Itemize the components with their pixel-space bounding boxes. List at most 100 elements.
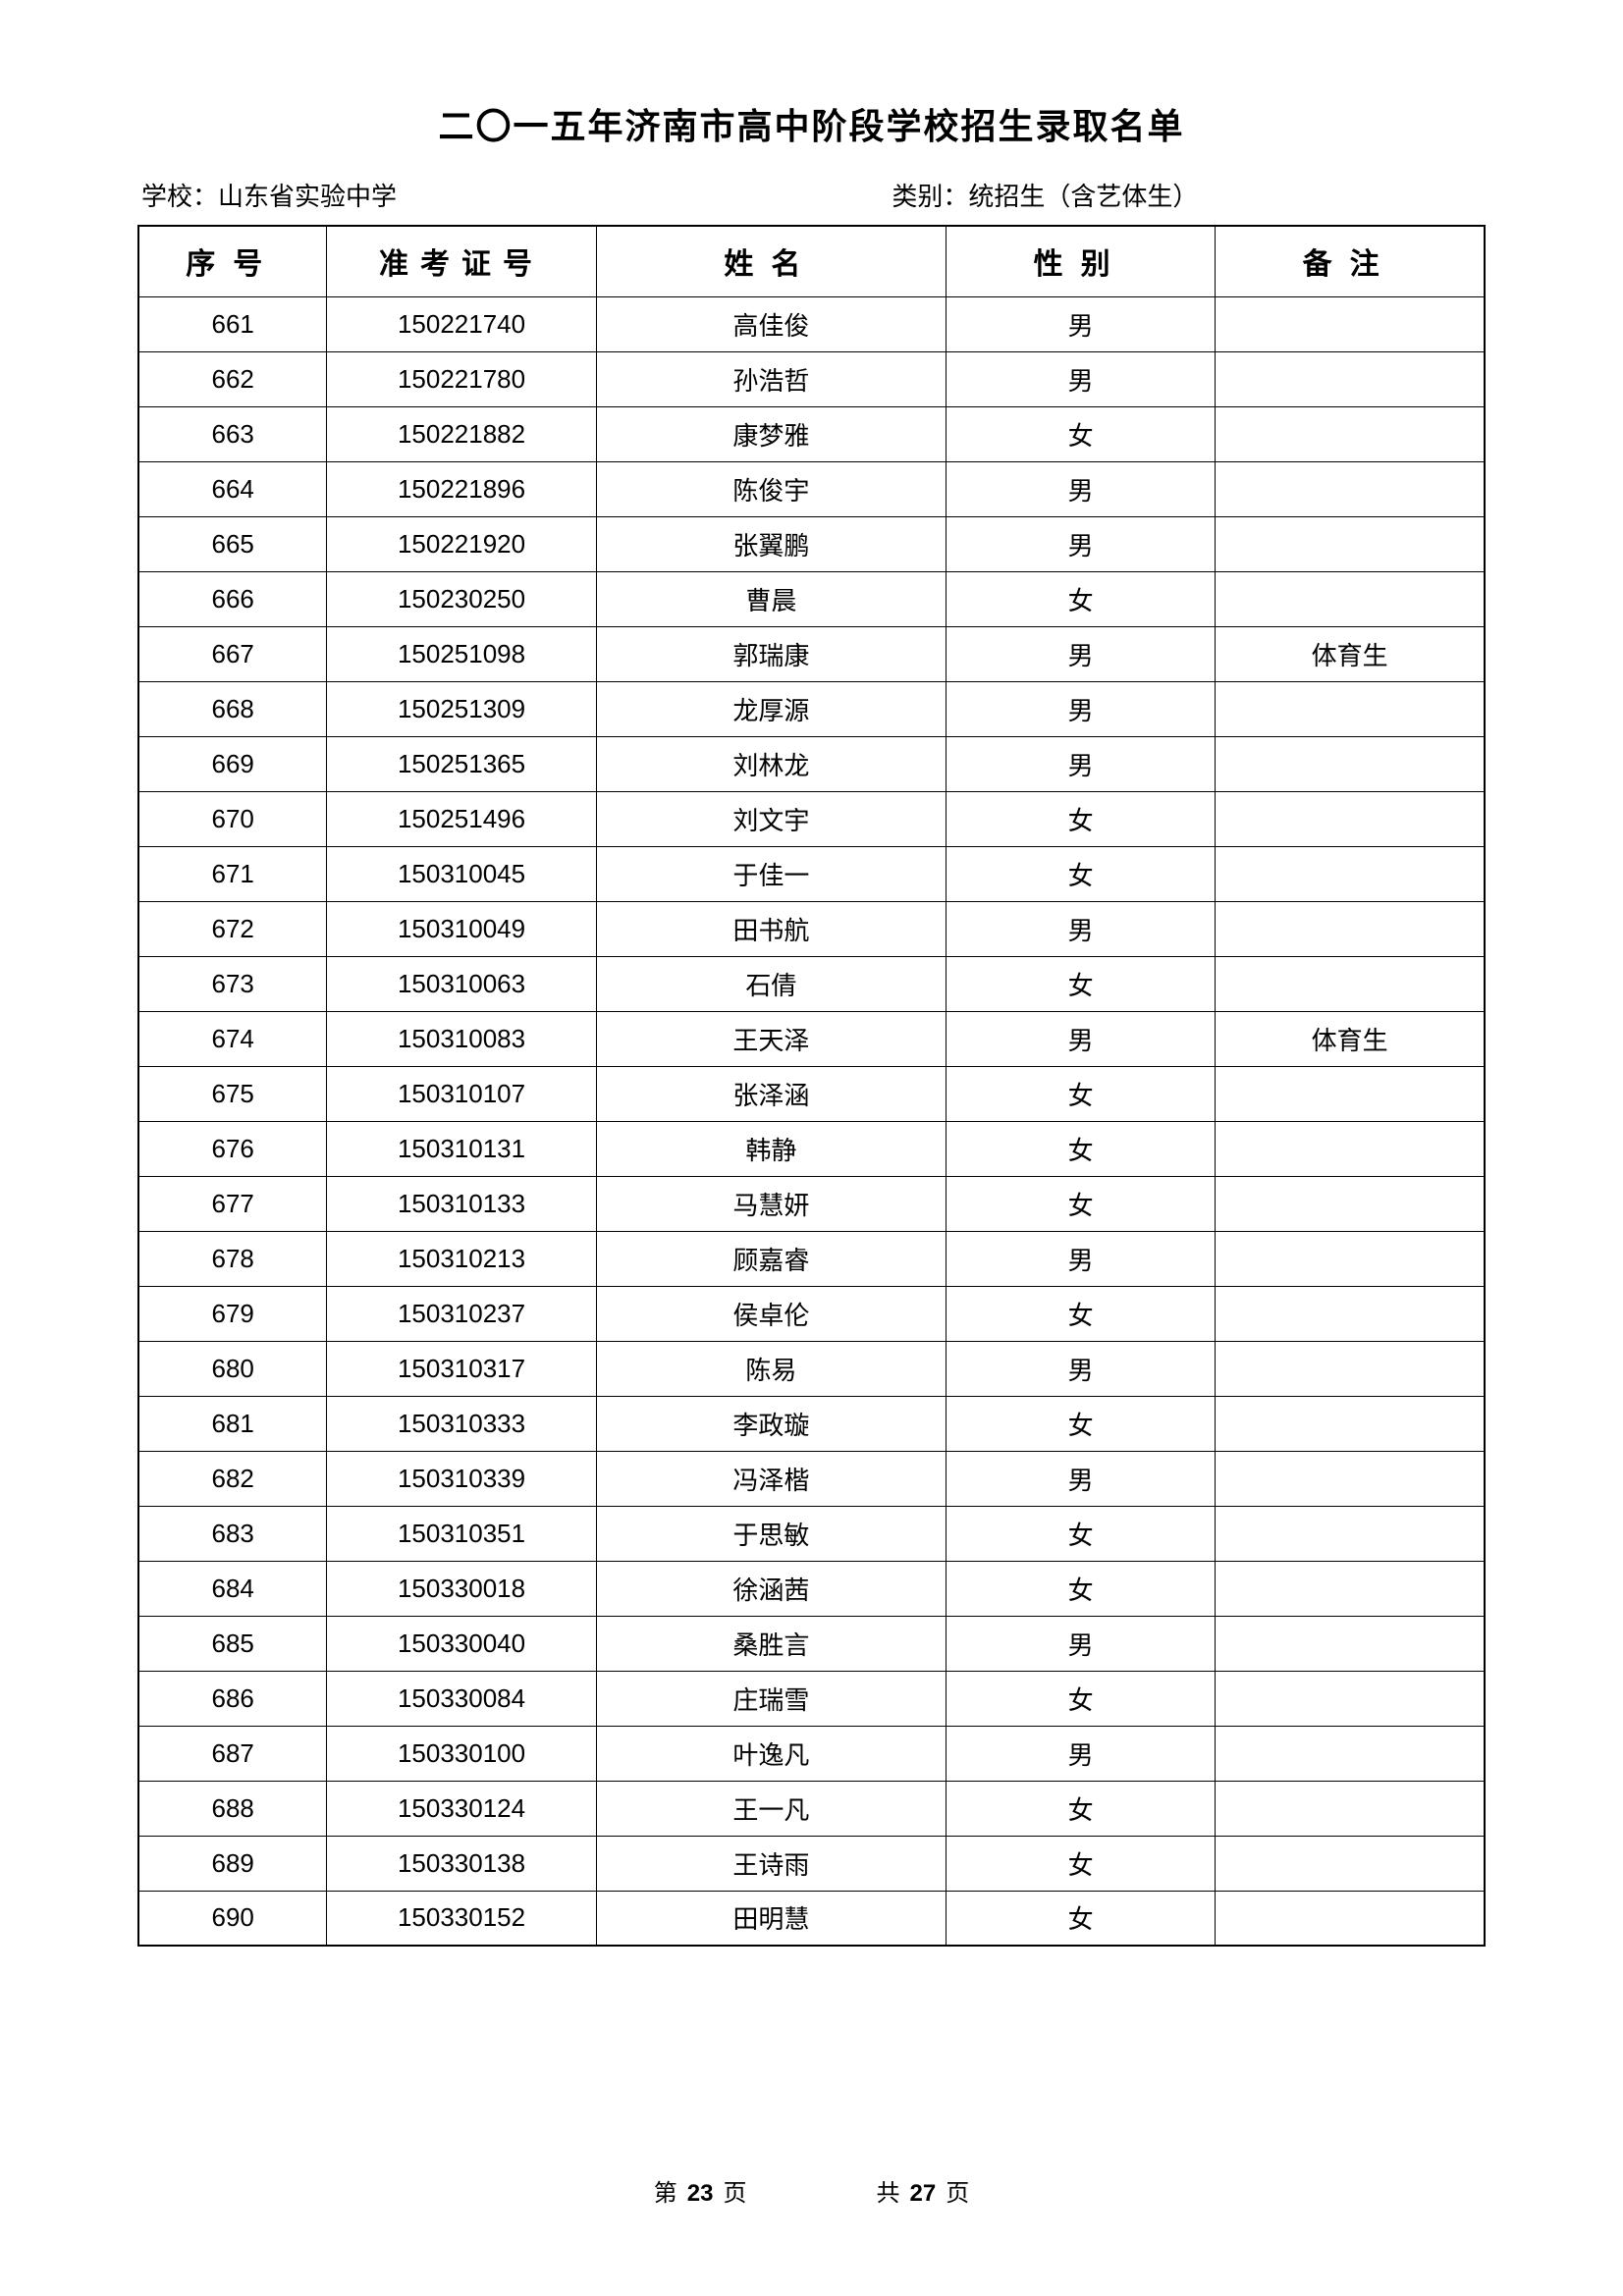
cell-note (1216, 736, 1485, 791)
cell-gender: 男 (947, 901, 1216, 956)
cell-id: 150251365 (327, 736, 596, 791)
cell-name: 于佳一 (596, 846, 946, 901)
cell-id: 150310213 (327, 1231, 596, 1286)
cell-note (1216, 1836, 1485, 1891)
table-row: 661150221740高佳俊男 (138, 296, 1485, 351)
cell-gender: 男 (947, 1341, 1216, 1396)
table-row: 677150310133马慧妍女 (138, 1176, 1485, 1231)
table-row: 686150330084庄瑞雪女 (138, 1671, 1485, 1726)
footer-total-prefix: 共 (877, 2181, 900, 2207)
cell-gender: 女 (947, 956, 1216, 1011)
cell-gender: 男 (947, 516, 1216, 571)
table-row: 687150330100叶逸凡男 (138, 1726, 1485, 1781)
table-row: 674150310083王天泽男体育生 (138, 1011, 1485, 1066)
cell-name: 张泽涵 (596, 1066, 946, 1121)
cell-note (1216, 956, 1485, 1011)
school-name: 山东省实验中学 (218, 183, 397, 211)
cell-seq: 676 (138, 1121, 327, 1176)
table-row: 665150221920张翼鹏男 (138, 516, 1485, 571)
cell-seq: 681 (138, 1396, 327, 1451)
cell-id: 150330138 (327, 1836, 596, 1891)
cell-id: 150251309 (327, 681, 596, 736)
cell-seq: 684 (138, 1561, 327, 1616)
col-header-note: 备注 (1216, 226, 1485, 296)
table-row: 676150310131韩静女 (138, 1121, 1485, 1176)
cell-seq: 689 (138, 1836, 327, 1891)
table-row: 664150221896陈俊宇男 (138, 461, 1485, 516)
school-info: 学校：山东省实验中学 (141, 177, 892, 213)
cell-seq: 688 (138, 1781, 327, 1836)
table-row: 690150330152田明慧女 (138, 1891, 1485, 1946)
cell-seq: 679 (138, 1286, 327, 1341)
table-body: 661150221740高佳俊男662150221780孙浩哲男66315022… (138, 296, 1485, 1946)
cell-gender: 女 (947, 406, 1216, 461)
cell-note: 体育生 (1216, 1011, 1485, 1066)
cell-seq: 675 (138, 1066, 327, 1121)
table-row: 679150310237侯卓伦女 (138, 1286, 1485, 1341)
col-header-gender: 性别 (947, 226, 1216, 296)
cell-name: 马慧妍 (596, 1176, 946, 1231)
cell-id: 150330018 (327, 1561, 596, 1616)
table-row: 668150251309龙厚源男 (138, 681, 1485, 736)
cell-name: 徐涵茜 (596, 1561, 946, 1616)
table-row: 689150330138王诗雨女 (138, 1836, 1485, 1891)
cell-gender: 女 (947, 846, 1216, 901)
table-row: 669150251365刘林龙男 (138, 736, 1485, 791)
cell-gender: 男 (947, 461, 1216, 516)
table-row: 678150310213顾嘉睿男 (138, 1231, 1485, 1286)
cell-gender: 女 (947, 571, 1216, 626)
table-row: 688150330124王一凡女 (138, 1781, 1485, 1836)
footer-total-suffix: 页 (946, 2181, 969, 2207)
table-row: 670150251496刘文宇女 (138, 791, 1485, 846)
cell-name: 田书航 (596, 901, 946, 956)
cell-name: 陈易 (596, 1341, 946, 1396)
table-row: 680150310317陈易男 (138, 1341, 1485, 1396)
cell-name: 侯卓伦 (596, 1286, 946, 1341)
cell-seq: 687 (138, 1726, 327, 1781)
cell-gender: 男 (947, 736, 1216, 791)
cell-note (1216, 1231, 1485, 1286)
cell-seq: 677 (138, 1176, 327, 1231)
cell-note (1216, 1066, 1485, 1121)
cell-id: 150230250 (327, 571, 596, 626)
table-row: 667150251098郭瑞康男体育生 (138, 626, 1485, 681)
cell-note (1216, 351, 1485, 406)
cell-name: 张翼鹏 (596, 516, 946, 571)
cell-note (1216, 1726, 1485, 1781)
cell-name: 冯泽楷 (596, 1451, 946, 1506)
cell-note (1216, 571, 1485, 626)
cell-name: 田明慧 (596, 1891, 946, 1946)
cell-name: 韩静 (596, 1121, 946, 1176)
cell-id: 150330100 (327, 1726, 596, 1781)
cell-id: 150310317 (327, 1341, 596, 1396)
cell-seq: 686 (138, 1671, 327, 1726)
cell-seq: 664 (138, 461, 327, 516)
cell-name: 桑胜言 (596, 1616, 946, 1671)
col-header-id: 准考证号 (327, 226, 596, 296)
category-label: 类别： (892, 183, 968, 211)
cell-id: 150221882 (327, 406, 596, 461)
cell-name: 龙厚源 (596, 681, 946, 736)
cell-id: 150310083 (327, 1011, 596, 1066)
cell-note (1216, 1891, 1485, 1946)
table-row: 681150310333李政璇女 (138, 1396, 1485, 1451)
cell-note (1216, 461, 1485, 516)
cell-seq: 674 (138, 1011, 327, 1066)
cell-gender: 女 (947, 1396, 1216, 1451)
col-header-seq: 序号 (138, 226, 327, 296)
cell-note (1216, 1396, 1485, 1451)
cell-name: 王诗雨 (596, 1836, 946, 1891)
page-title: 二〇一五年济南市高中阶段学校招生录取名单 (137, 98, 1486, 149)
col-header-name: 姓名 (596, 226, 946, 296)
cell-id: 150330040 (327, 1616, 596, 1671)
cell-note (1216, 1616, 1485, 1671)
cell-id: 150310237 (327, 1286, 596, 1341)
cell-gender: 女 (947, 1561, 1216, 1616)
cell-gender: 女 (947, 1671, 1216, 1726)
cell-name: 高佳俊 (596, 296, 946, 351)
cell-id: 150310339 (327, 1451, 596, 1506)
footer-page-total: 27 (910, 2180, 937, 2207)
cell-gender: 女 (947, 791, 1216, 846)
cell-name: 刘文宇 (596, 791, 946, 846)
cell-id: 150310133 (327, 1176, 596, 1231)
